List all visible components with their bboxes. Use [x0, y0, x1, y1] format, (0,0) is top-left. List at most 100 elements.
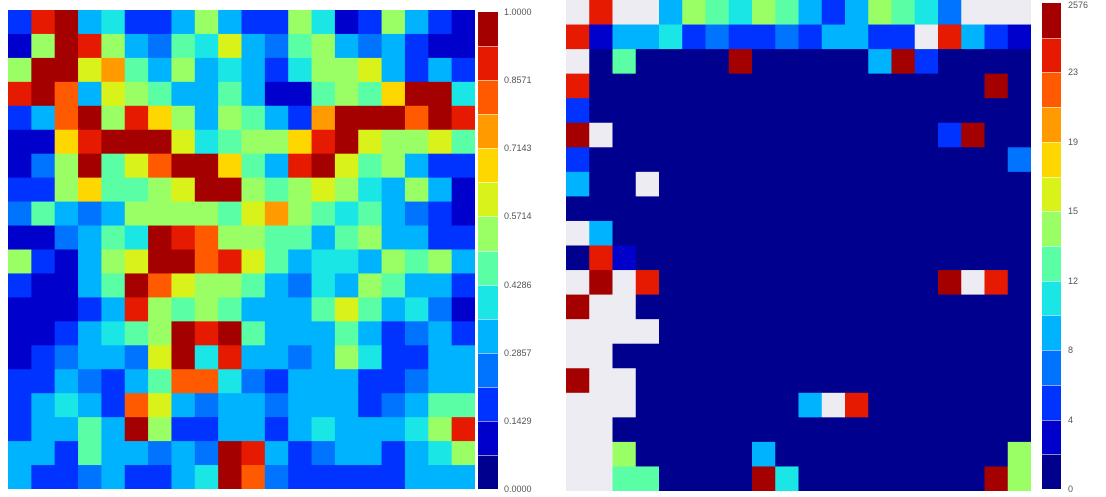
- left-heatmap-cell: [31, 465, 56, 489]
- right-heatmap-cell: [914, 441, 939, 467]
- right-heatmap-cell: [938, 245, 962, 271]
- left-heatmap-cell: [218, 249, 242, 274]
- left-heatmap-cell: [334, 105, 359, 131]
- left-heatmap-cell: [194, 345, 219, 370]
- right-heatmap-cell: [798, 294, 823, 320]
- left-heatmap-cell: [148, 201, 172, 227]
- left-heatmap-cell: [428, 465, 453, 489]
- right-heatmap-cell: [845, 343, 869, 369]
- left-heatmap-cell: [194, 105, 219, 131]
- left-heatmap-cell: [124, 321, 149, 346]
- right-heatmap-cell: [938, 171, 962, 197]
- left-heatmap-cell: [31, 225, 56, 250]
- right-heatmap-cell: [682, 73, 706, 99]
- left-heatmap-cell: [171, 201, 196, 227]
- left-heatmap-cell: [194, 201, 219, 227]
- right-heatmap-cell: [961, 49, 985, 75]
- right-colorbar-segment: [1042, 280, 1061, 316]
- left-heatmap-cell: [78, 393, 102, 418]
- right-heatmap-cell: [984, 73, 1009, 99]
- right-heatmap-cell: [728, 294, 753, 320]
- left-heatmap-cell: [101, 417, 126, 442]
- left-heatmap-cell: [428, 297, 453, 322]
- left-heatmap-cell: [241, 369, 266, 394]
- right-heatmap-cell: [705, 466, 730, 491]
- left-heatmap-cell: [194, 417, 219, 442]
- right-heatmap-cell: [798, 270, 823, 296]
- left-heatmap-cell: [218, 297, 242, 322]
- right-heatmap-cell: [566, 0, 590, 26]
- right-heatmap-cell: [961, 196, 985, 222]
- right-heatmap-cell: [705, 171, 730, 197]
- right-heatmap-cell: [821, 24, 846, 50]
- left-heatmap-cell: [54, 201, 79, 227]
- left-heatmap-cell: [334, 177, 359, 203]
- left-heatmap-cell: [218, 105, 242, 131]
- right-heatmap-cell: [752, 196, 776, 222]
- left-heatmap-cell: [451, 345, 475, 370]
- left-heatmap-cell: [101, 249, 126, 274]
- left-heatmap-cell: [54, 249, 79, 274]
- left-heatmap-cell: [148, 417, 172, 442]
- left-heatmap-cell: [404, 153, 429, 179]
- right-heatmap-cell: [589, 417, 613, 443]
- right-heatmap-cell: [589, 392, 613, 418]
- left-heatmap-cell: [451, 369, 475, 394]
- right-heatmap-cell: [1007, 343, 1031, 369]
- left-heatmap-cell: [8, 81, 32, 107]
- left-heatmap-cell: [241, 177, 266, 203]
- left-heatmap-cell: [101, 81, 126, 107]
- right-heatmap-cell: [682, 441, 706, 467]
- left-heatmap-cell: [451, 297, 475, 322]
- right-heatmap-cell: [914, 270, 939, 296]
- left-heatmap-cell: [54, 129, 79, 155]
- left-heatmap-cell: [428, 345, 453, 370]
- left-heatmap-cell: [8, 177, 32, 203]
- right-heatmap-cell: [775, 147, 799, 173]
- left-heatmap-cell: [8, 33, 32, 59]
- left-heatmap-cell: [264, 417, 289, 442]
- left-heatmap-cell: [334, 129, 359, 155]
- left-heatmap-cell: [8, 129, 32, 155]
- right-heatmap-cell: [821, 73, 846, 99]
- right-heatmap-cell: [705, 417, 730, 443]
- right-heatmap-cell: [566, 73, 590, 99]
- left-heatmap-cell: [54, 33, 79, 59]
- right-heatmap-cell: [891, 417, 916, 443]
- left-heatmap-cell: [428, 441, 453, 466]
- left-heatmap-cell: [54, 105, 79, 131]
- left-heatmap-cell: [358, 417, 383, 442]
- right-heatmap-cell: [635, 220, 660, 246]
- left-heatmap-cell: [78, 321, 102, 346]
- left-colorbar-segment: [478, 318, 498, 353]
- right-heatmap-cell: [821, 294, 846, 320]
- right-heatmap-cell: [938, 343, 962, 369]
- left-heatmap-cell: [218, 57, 242, 83]
- left-heatmap-cell: [264, 201, 289, 227]
- right-heatmap-cell: [798, 122, 823, 148]
- right-heatmap-cell: [659, 0, 683, 26]
- left-colorbar-tick-label: 0.1429: [504, 415, 532, 426]
- right-heatmap-cell: [635, 171, 660, 197]
- left-heatmap-cell: [148, 10, 172, 35]
- right-heatmap-cell: [938, 147, 962, 173]
- left-heatmap-cell: [148, 177, 172, 203]
- right-heatmap-cell: [868, 196, 892, 222]
- left-heatmap-cell: [54, 57, 79, 83]
- left-heatmap-cell: [194, 273, 219, 298]
- right-heatmap-cell: [659, 196, 683, 222]
- right-heatmap-cell: [938, 319, 962, 345]
- left-heatmap-cell: [358, 441, 383, 466]
- left-heatmap-cell: [404, 345, 429, 370]
- left-heatmap-cell: [358, 465, 383, 489]
- right-heatmap-cell: [984, 441, 1009, 467]
- right-heatmap-cell: [845, 245, 869, 271]
- right-heatmap-cell: [659, 319, 683, 345]
- right-heatmap-cell: [659, 245, 683, 271]
- right-heatmap-cell: [566, 245, 590, 271]
- right-heatmap-cell: [752, 0, 776, 26]
- right-heatmap-cell: [752, 171, 776, 197]
- right-heatmap-cell: [961, 417, 985, 443]
- left-heatmap-cell: [54, 417, 79, 442]
- left-heatmap-cell: [124, 33, 149, 59]
